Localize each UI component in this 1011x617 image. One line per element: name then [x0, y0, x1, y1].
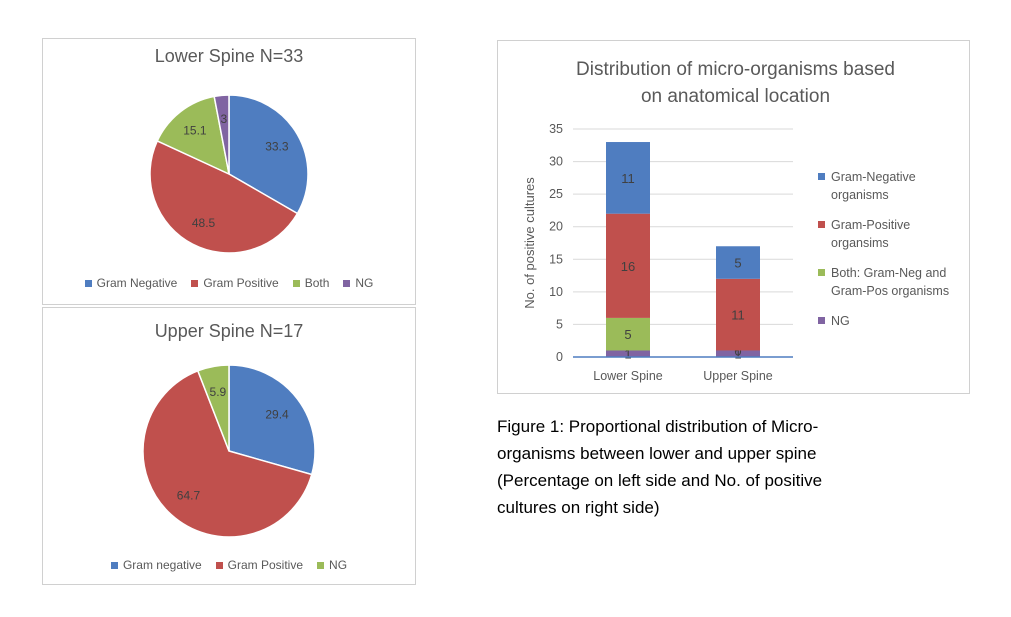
- bar-legend-label-2-0: Both: Gram-Neg and: [831, 266, 947, 280]
- bar-data-label-1-3: 5: [734, 256, 741, 271]
- bar-data-label-0-0: 1: [624, 347, 631, 362]
- lower-pie-legend-swatch-2: [292, 279, 300, 287]
- bar-x-tick-0: Lower Spine: [593, 369, 663, 383]
- lower-pie-legend-swatch-3: [343, 279, 351, 287]
- bar-y-tick-0: 0: [556, 350, 563, 364]
- lower-pie-slice-1: [149, 139, 299, 254]
- bar-legend-item-2: Both: Gram-Neg and Gram-Pos organisms: [816, 264, 966, 300]
- bar-y-tick-3: 15: [549, 252, 563, 266]
- upper-spine-pie-legend: Gram negative Gram Positive NG: [43, 558, 415, 572]
- bar-legend-label-2-1: Gram-Pos organisms: [831, 284, 950, 298]
- caption-line-1: Figure 1: Proportional distribution of M…: [497, 417, 819, 436]
- bar-chart-legend: Gram-Negative organisms Gram-Positive organ…: [816, 168, 966, 342]
- upper-pie-legend-label-0: Gram negative: [122, 558, 202, 572]
- bar-legend-label-3-0: NG: [831, 314, 850, 328]
- upper-pie-legend-swatch-1: [215, 561, 223, 569]
- lower-pie-legend-label-1: Gram Positive: [203, 276, 279, 290]
- upper-pie-legend-swatch-2: [317, 561, 325, 569]
- upper-pie-slice-0: [228, 364, 316, 476]
- bar-segment-1-0: [716, 350, 760, 357]
- lower-pie-slice-2: [156, 95, 231, 176]
- caption-line-4: cultures on right side): [497, 498, 660, 517]
- bar-legend-item-1: Gram-Positive organsims: [816, 216, 966, 252]
- upper-pie-slice-1: [142, 369, 313, 538]
- upper-pie-legend-label-2: NG: [329, 558, 348, 572]
- upper-pie-data-label-2: 5.9: [210, 385, 227, 399]
- bar-x-tick-1: Upper Spine: [703, 369, 773, 383]
- bar-legend-swatch-1: [818, 221, 825, 228]
- bar-y-axis-label: No. of positive cultures: [522, 177, 537, 309]
- bar-segment-0-2: [606, 213, 650, 318]
- bar-data-label-0-1: 5: [624, 327, 631, 342]
- bar-chart-title-line-1: Distribution of micro-organisms based: [576, 59, 895, 80]
- lower-pie-slice-0: [228, 94, 309, 215]
- bar-legend-swatch-0: [818, 173, 825, 180]
- upper-spine-pie-plot: 29.4 64.7 5.9: [142, 364, 316, 538]
- lower-spine-pie-chart: Lower Spine N=33 33.3 48.5 15.1 3 Gram Nega…: [42, 38, 416, 305]
- bar-data-label-0-2: 16: [621, 259, 635, 274]
- figure-caption: Figure 1: Proportional distribution of M…: [497, 413, 897, 521]
- bar-y-tick-4: 20: [549, 220, 563, 234]
- caption-line-2: organisms between lower and upper spine: [497, 444, 817, 463]
- upper-spine-pie-chart: Upper Spine N=17 29.4 64.7 5.9 Gram negati…: [42, 307, 416, 585]
- bar-y-tick-1: 5: [556, 317, 563, 331]
- lower-pie-data-label-2: 15.1: [183, 123, 207, 137]
- bar-segment-0-3: [606, 142, 650, 214]
- lower-pie-legend-swatch-1: [191, 279, 199, 287]
- bar-segment-0-1: [606, 317, 650, 351]
- lower-pie-data-label-1: 48.5: [192, 216, 216, 230]
- lower-pie-legend-label-0: Gram Negative: [96, 276, 178, 290]
- bar-legend-label-0-1: organisms: [831, 188, 889, 202]
- bar-legend-swatch-3: [818, 317, 825, 324]
- lower-spine-pie-plot: 33.3 48.5 15.1 3: [149, 94, 309, 254]
- stacked-bar-chart: Distribution of micro-organisms based on…: [497, 40, 970, 394]
- bar-y-tick-7: 35: [549, 122, 563, 136]
- bar-data-label-1-1: 0: [734, 343, 741, 358]
- upper-pie-legend-item-0: Gram negative: [110, 558, 202, 572]
- upper-spine-pie-title: Upper Spine N=17: [154, 321, 304, 341]
- bar-segment-1-3: [716, 246, 760, 279]
- bar-segment-1-2: [716, 278, 760, 351]
- upper-pie-data-label-1: 64.7: [177, 489, 201, 503]
- bar-legend-label-1-0: Gram-Positive: [831, 218, 911, 232]
- bar-legend-label-1-1: organsims: [831, 236, 889, 250]
- bar-chart-title-line-2: on anatomical location: [640, 86, 831, 107]
- bar-legend-item-0: Gram-Negative organisms: [816, 168, 966, 204]
- lower-pie-data-label-0: 33.3: [265, 139, 289, 153]
- bar-data-label-1-2: 11: [731, 308, 745, 323]
- upper-pie-legend-item-2: NG: [317, 558, 347, 572]
- lower-spine-pie-title: Lower Spine N=33: [154, 46, 304, 66]
- lower-pie-data-label-3: 3: [220, 112, 227, 126]
- lower-pie-legend-item-2: Both: [292, 276, 330, 290]
- bar-segment-0-0: [606, 350, 650, 357]
- bar-legend-item-3: NG: [816, 312, 966, 330]
- lower-pie-slice-3: [213, 94, 230, 175]
- lower-pie-legend-label-3: NG: [355, 276, 374, 290]
- bar-y-tick-5: 25: [549, 187, 563, 201]
- bar-data-label-0-3: 11: [621, 171, 635, 186]
- bar-legend-swatch-2: [818, 269, 825, 276]
- lower-spine-pie-legend: Gram Negative Gram Positive Both NG: [43, 276, 415, 290]
- bar-data-label-1-0: 1: [734, 347, 741, 362]
- lower-pie-legend-item-3: NG: [343, 276, 373, 290]
- caption-line-3: (Percentage on left side and No. of posi…: [497, 471, 823, 490]
- upper-pie-legend-item-1: Gram Positive: [215, 558, 304, 572]
- bar-y-tick-6: 30: [549, 155, 563, 169]
- upper-pie-legend-label-1: Gram Positive: [227, 558, 304, 572]
- lower-pie-legend-swatch-0: [84, 279, 92, 287]
- bar-chart-title: Distribution of micro-organisms based on…: [538, 56, 933, 110]
- lower-pie-legend-item-0: Gram Negative: [84, 276, 178, 290]
- bar-legend-label-0-0: Gram-Negative: [831, 170, 916, 184]
- lower-pie-legend-item-1: Gram Positive: [191, 276, 279, 290]
- upper-pie-slice-2: [196, 364, 230, 452]
- lower-pie-legend-label-2: Both: [304, 276, 330, 290]
- upper-pie-data-label-0: 29.4: [265, 408, 289, 422]
- bar-y-tick-2: 10: [549, 285, 563, 299]
- upper-pie-legend-swatch-0: [110, 561, 118, 569]
